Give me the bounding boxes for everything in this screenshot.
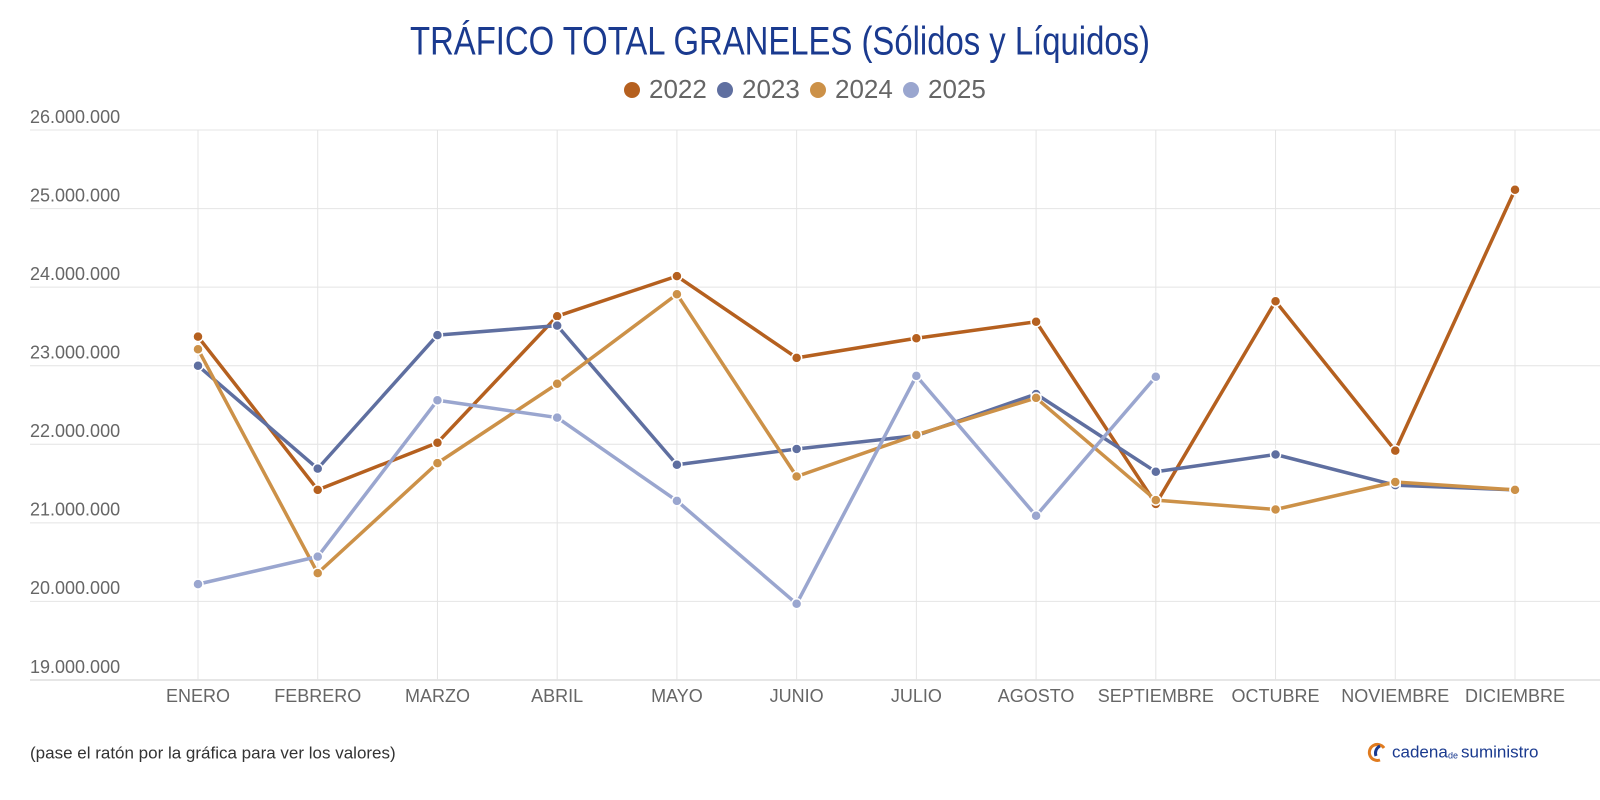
data-point xyxy=(790,443,803,455)
y-tick-label: 24.000.000 xyxy=(30,264,120,284)
data-point xyxy=(1150,494,1162,506)
data-point xyxy=(1269,503,1282,516)
legend-marker xyxy=(810,82,826,98)
data-point xyxy=(1509,484,1521,496)
data-point xyxy=(192,330,204,343)
x-tick-label: JULIO xyxy=(891,686,942,706)
legend-marker xyxy=(717,82,733,98)
data-point xyxy=(431,457,444,469)
data-point xyxy=(790,598,803,610)
x-tick-label: AGOSTO xyxy=(998,686,1075,706)
data-point xyxy=(1389,476,1402,488)
data-point xyxy=(1030,510,1042,522)
logo-icon xyxy=(1374,744,1381,757)
data-point xyxy=(431,436,444,449)
data-point xyxy=(311,484,324,496)
data-point xyxy=(1269,448,1282,461)
y-tick-label: 22.000.000 xyxy=(30,421,120,441)
data-point xyxy=(1389,444,1402,457)
x-tick-label: FEBRERO xyxy=(274,686,361,706)
data-point xyxy=(1150,466,1162,478)
legend-label: 2025 xyxy=(928,74,986,104)
data-point xyxy=(1030,315,1042,328)
y-tick-label: 20.000.000 xyxy=(30,578,120,598)
data-point xyxy=(790,352,803,364)
data-point xyxy=(311,567,324,579)
series-line xyxy=(196,188,1517,506)
y-tick-label: 23.000.000 xyxy=(30,342,120,362)
data-point xyxy=(1269,295,1282,308)
data-point xyxy=(671,458,683,471)
data-point xyxy=(671,495,683,507)
data-point xyxy=(431,394,444,407)
x-tick-label: MARZO xyxy=(405,686,470,706)
data-point xyxy=(311,462,324,475)
x-tick-label: NOVIEMBRE xyxy=(1341,686,1449,706)
y-tick-label: 19.000.000 xyxy=(30,657,120,677)
data-point xyxy=(671,288,683,300)
data-point xyxy=(790,470,803,483)
data-point xyxy=(431,329,444,341)
data-point xyxy=(192,578,204,590)
data-point xyxy=(910,332,923,344)
y-tick-label: 21.000.000 xyxy=(30,500,120,520)
data-point xyxy=(910,429,923,441)
data-point xyxy=(1030,392,1042,404)
logo: cadena de suministro xyxy=(1367,742,1538,762)
legend-label: 2024 xyxy=(835,74,893,104)
data-point xyxy=(311,550,324,563)
data-point xyxy=(1509,183,1521,196)
data-point xyxy=(910,370,923,382)
logo-text: de xyxy=(1448,750,1458,760)
legend-label: 2023 xyxy=(742,74,800,104)
data-point xyxy=(671,270,683,282)
chart-title: TRÁFICO TOTAL GRANELES (Sólidos y Líquid… xyxy=(410,19,1150,64)
y-tick-label: 25.000.000 xyxy=(30,185,120,205)
series-line xyxy=(196,323,1516,492)
x-tick-label: ABRIL xyxy=(531,686,583,706)
footnote: (pase el ratón por la gráfica para ver l… xyxy=(30,743,396,762)
data-point xyxy=(1150,370,1162,383)
logo-text: cadena xyxy=(1392,742,1448,761)
x-tick-label: ENERO xyxy=(166,686,230,706)
data-point xyxy=(192,359,204,372)
logo-text: suministro xyxy=(1461,742,1538,761)
legend-marker xyxy=(624,82,640,98)
legend-label: 2022 xyxy=(649,74,707,104)
x-tick-label: DICIEMBRE xyxy=(1465,686,1565,706)
data-point xyxy=(551,378,563,390)
legend-marker xyxy=(903,82,919,98)
x-tick-label: MAYO xyxy=(651,686,703,706)
y-tick-label: 26.000.000 xyxy=(30,107,120,127)
data-point xyxy=(192,343,204,355)
x-tick-label: SEPTIEMBRE xyxy=(1098,686,1214,706)
series-line xyxy=(196,292,1516,575)
x-tick-label: OCTUBRE xyxy=(1232,686,1320,706)
data-point xyxy=(551,310,563,322)
x-tick-label: JUNIO xyxy=(770,686,824,706)
logo-icon xyxy=(1367,743,1386,762)
data-point xyxy=(551,319,563,332)
data-point xyxy=(551,411,563,424)
